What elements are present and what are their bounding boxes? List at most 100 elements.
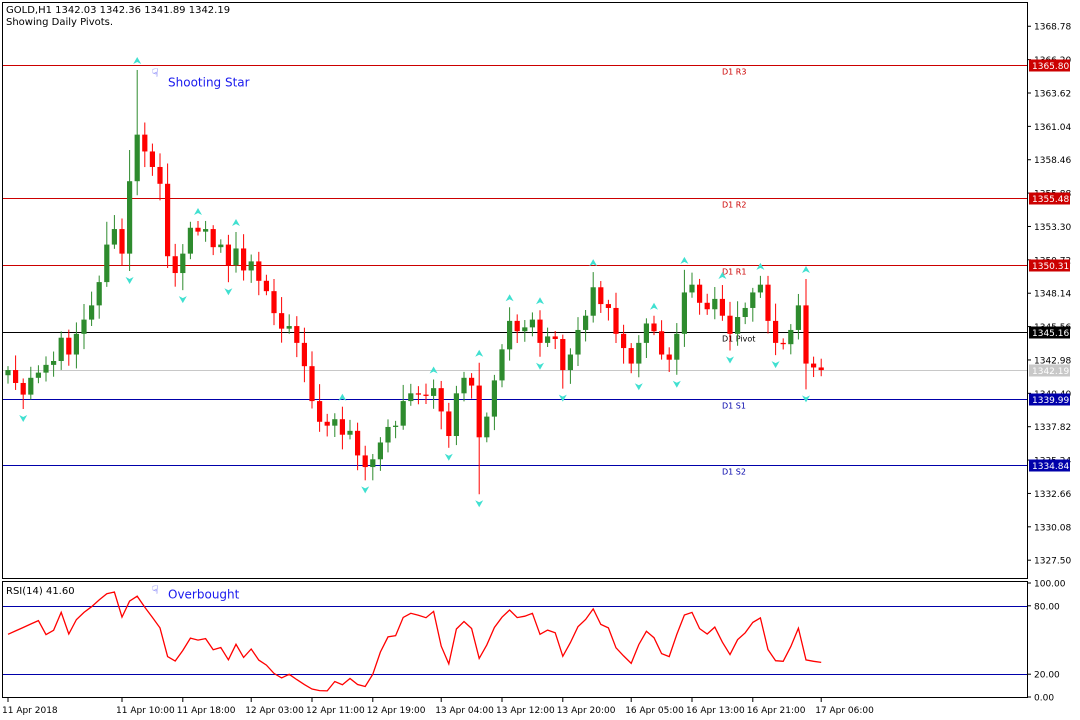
- candle-body: [605, 304, 611, 308]
- candle-body: [567, 354, 573, 371]
- candle-body: [35, 372, 41, 378]
- candle-body: [263, 280, 269, 292]
- candle-body: [522, 327, 528, 332]
- pivot-name: D1 R1: [722, 268, 746, 277]
- candlestick-series: [5, 69, 824, 495]
- fractal-down-arrow: [224, 288, 233, 296]
- fractal-down-arrow: [634, 383, 643, 391]
- candle-body: [195, 227, 201, 232]
- candle-body: [560, 339, 566, 371]
- rsi-indicator: ☟ Overbought: [3, 583, 1027, 692]
- pivot-price-box: [1029, 259, 1070, 272]
- candle-body: [719, 298, 725, 316]
- fractal-up-arrow: [133, 56, 142, 64]
- rsi-tick-label: 20.00: [1034, 671, 1060, 681]
- candle-body: [552, 336, 558, 340]
- time-tick-label: 11 Apr 10:00: [116, 706, 175, 716]
- fractal-down-arrow: [475, 500, 484, 508]
- price-tick-label: 1332.66: [1034, 490, 1071, 500]
- candle-body: [704, 302, 710, 310]
- candle-body: [598, 287, 604, 305]
- pivot-name: D1 R2: [722, 201, 746, 210]
- candle-body: [415, 393, 421, 395]
- fractal-up-arrow: [680, 256, 689, 264]
- current-price-label: 1342.19: [1032, 367, 1069, 377]
- candle-body: [453, 393, 459, 437]
- candle-body: [96, 282, 102, 306]
- candle-body: [659, 331, 665, 355]
- fractal-down-arrow: [726, 356, 734, 364]
- candle-body: [461, 377, 467, 394]
- price-tick-label: 1342.98: [1034, 356, 1071, 366]
- candle-body: [727, 315, 733, 334]
- time-tick-label: 13 Apr 12:00: [496, 706, 555, 716]
- candle-body: [20, 382, 26, 395]
- candle-body: [13, 370, 19, 383]
- candle-body: [157, 166, 163, 184]
- candle-body: [271, 291, 277, 314]
- candle-body: [757, 284, 763, 293]
- candle-body: [241, 248, 247, 271]
- candle-body: [689, 284, 695, 293]
- shooting-star-label: Shooting Star: [168, 75, 250, 89]
- fractal-down-arrow: [19, 415, 28, 423]
- candle-body: [529, 319, 535, 328]
- fractal-up-arrow: [194, 207, 202, 215]
- pivot-price-label: 1345.16: [1032, 329, 1069, 339]
- candle-body: [347, 430, 353, 435]
- candle-body: [423, 394, 429, 396]
- candle-body: [332, 419, 338, 426]
- fractal-down-arrow: [178, 296, 187, 304]
- candle-body: [119, 229, 125, 254]
- candle-body: [58, 337, 64, 361]
- candle-body: [393, 425, 399, 427]
- rsi-tick-label: 100.00: [1034, 580, 1066, 590]
- time-tick-label: 13 Apr 20:00: [557, 706, 616, 716]
- candle-body: [28, 377, 34, 395]
- candle-body: [742, 307, 748, 318]
- price-tick-label: 1353.30: [1034, 223, 1071, 233]
- candle-body: [735, 317, 741, 334]
- fractal-up-arrow: [232, 218, 240, 226]
- hand-marker-icon: ☟: [152, 583, 159, 596]
- candle-body: [127, 181, 133, 254]
- candle-body: [218, 244, 224, 248]
- candle-body: [385, 426, 391, 443]
- candle-body: [187, 227, 193, 254]
- candle-body: [134, 134, 140, 182]
- candle-body: [180, 253, 186, 274]
- candle-body: [795, 305, 801, 330]
- candle-body: [643, 323, 649, 343]
- pivot-price-box: [1029, 59, 1070, 72]
- candle-body: [773, 320, 779, 343]
- candle-body: [507, 320, 513, 350]
- candle-body: [165, 183, 171, 257]
- chart-annotations: ☟ Shooting Star: [152, 66, 250, 89]
- candle-body: [339, 419, 345, 435]
- pivot-lines: D1 R3 1365.80 D1 R2 1355.48 D1 R1 1350.31 D1 P…: [3, 59, 1070, 477]
- candle-body: [476, 385, 482, 438]
- current-price-box: [1029, 364, 1070, 377]
- candle-body: [172, 256, 178, 274]
- candle-body: [446, 411, 452, 437]
- time-tick-label: 17 Apr 06:00: [815, 706, 874, 716]
- price-tick-label: 1361.04: [1034, 123, 1071, 133]
- candle-body: [575, 329, 581, 355]
- candle-body: [73, 333, 79, 355]
- price-tick-label: 1363.62: [1034, 89, 1071, 99]
- candle-body: [666, 354, 672, 360]
- fractal-up-arrow: [338, 393, 347, 401]
- candle-body: [286, 326, 292, 329]
- fractal-down-arrow: [558, 394, 567, 402]
- candle-body: [469, 377, 475, 386]
- candle-body: [5, 370, 11, 376]
- candle-body: [279, 313, 285, 329]
- candle-body: [431, 388, 437, 396]
- candle-body: [370, 459, 376, 468]
- pivot-name: D1 S2: [722, 468, 746, 477]
- fractal-down-arrow: [672, 380, 681, 388]
- main-chart-frame: [2, 2, 1028, 579]
- time-axis: 11 Apr 2018 11 Apr 10:00 11 Apr 18:00 12 Ap…: [2, 698, 874, 716]
- price-tick-label: 1368.78: [1034, 23, 1071, 33]
